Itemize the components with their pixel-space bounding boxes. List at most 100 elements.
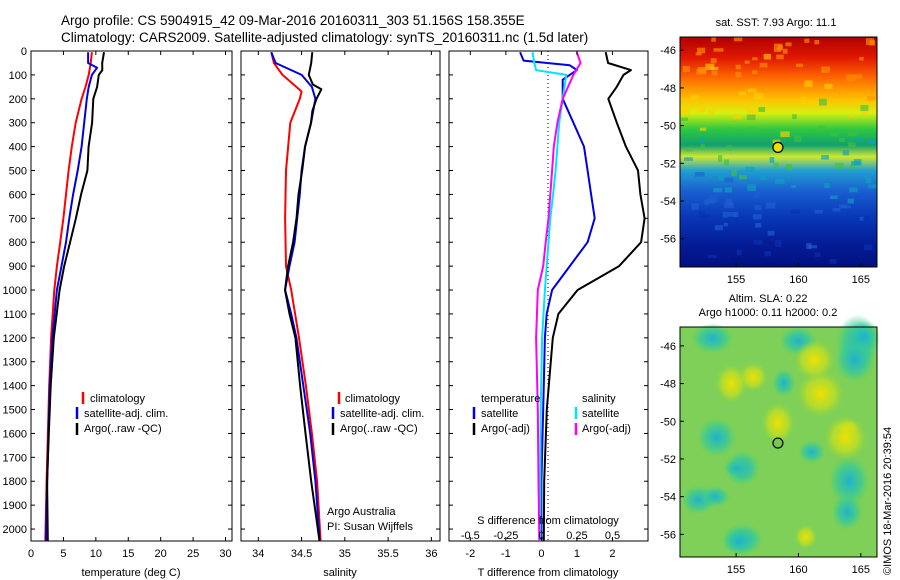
series-line-argo-adj-: [535, 51, 582, 542]
sst-pixel: [747, 127, 757, 132]
figure-subtitle: Climatology: CARS2009. Satellite-adjuste…: [61, 30, 588, 45]
sst-pixel: [710, 58, 717, 64]
sst-pixel: [754, 190, 761, 198]
lat-tick-label: -50: [660, 121, 676, 133]
sst-pixel: [724, 202, 734, 209]
sst-pixel: [808, 245, 818, 249]
depth-tick-label: 1500: [3, 405, 27, 417]
depth-tick-label: 500: [9, 166, 27, 178]
sst-pixel: [758, 107, 766, 113]
sst-pixel: [759, 62, 768, 68]
sla-anomaly: [761, 402, 795, 445]
depth-tick-label: 400: [9, 142, 27, 154]
sst-pixel: [738, 174, 747, 180]
sla-anomaly: [772, 369, 796, 398]
temperature-series: [44, 52, 105, 542]
sst-pixel: [738, 91, 747, 96]
sst-pixel: [714, 225, 724, 231]
sst-pixel: [755, 223, 762, 228]
sst-map-title: sat. SST: 7.93 Argo: 11.1: [716, 17, 837, 29]
sst-pixel: [868, 139, 876, 145]
credit-institution: Argo Australia: [327, 506, 396, 518]
sst-map-panel: sat. SST: 7.93 Argo: 11.1 155 160 165 -46 -4…: [660, 17, 878, 286]
lon-tick-label: 160: [789, 564, 807, 576]
sst-map-axes: 155 160 165 -46 -48 -50 -52 -54 -56: [660, 45, 870, 286]
sst-pixel: [723, 223, 728, 227]
sla-anomaly: [793, 339, 835, 381]
temperature-panel: 0100200300400500600700800900100011001200…: [3, 46, 233, 579]
sst-pixel: [851, 161, 860, 166]
legend-label-climatology: climatology: [345, 393, 401, 405]
sst-pixel: [848, 142, 856, 148]
sst-pixel: [804, 80, 813, 87]
sst-pixel: [860, 105, 869, 111]
sst-pixel: [699, 127, 707, 131]
sst-pixel: [854, 74, 862, 80]
imos-timestamp: ©IMOS 18-Mar-2016 20:39:54: [882, 427, 894, 575]
sst-pixel: [745, 166, 755, 173]
lon-tick-label: 165: [852, 274, 870, 286]
sst-pixel: [685, 148, 693, 152]
depth-tick-label: 0: [21, 46, 27, 58]
temperature-xlabel: temperature (deg C): [81, 567, 180, 579]
depth-tick-label: 1700: [3, 452, 27, 464]
salinity-series: [270, 51, 323, 542]
sst-pixel: [736, 249, 742, 256]
series-line-argo-raw-qc-: [46, 52, 105, 542]
depth-tick-label: 600: [9, 189, 27, 201]
sst-pixel: [839, 138, 845, 142]
sst-pixel: [705, 63, 715, 70]
sst-pixel: [696, 105, 705, 113]
depth-tick-label: 700: [9, 213, 27, 225]
depth-axis: 0 100 200 300 400 500 600 700 800 900 1000 1100 1200…: [3, 46, 232, 536]
sst-pixel: [709, 195, 718, 202]
x-tick-label: 34: [252, 548, 264, 560]
sst-pixel: [722, 211, 728, 218]
x-tick-label: 34.5: [291, 548, 312, 560]
series-line-argo-raw-qc-: [284, 52, 323, 542]
sst-pixel: [700, 144, 705, 151]
s-tick-label: -0.5: [461, 530, 480, 542]
sst-pixel: [780, 131, 790, 138]
lon-tick-label: 155: [727, 564, 745, 576]
sst-pixel: [846, 74, 856, 82]
legend-label-t-satellite: satellite: [481, 408, 518, 420]
temperature-plot-frame: [30, 50, 233, 542]
sst-pixel: [785, 42, 792, 47]
sst-pixel: [848, 130, 857, 137]
sst-pixel: [838, 204, 847, 208]
argo-position-marker: [772, 437, 784, 449]
series-line-argo-adj-: [542, 51, 646, 542]
depth-tick-label: 1200: [3, 333, 27, 345]
salinity-depth-ticks: [241, 50, 440, 530]
s-difference-label: S difference from climatology: [477, 515, 619, 527]
sst-pixel: [707, 254, 717, 259]
sst-pixel: [849, 187, 858, 193]
sst-pixel: [773, 48, 781, 52]
sst-pixel: [735, 71, 742, 78]
sla-anomaly: [691, 323, 734, 354]
sst-pixel: [855, 137, 863, 142]
sst-pixel: [707, 110, 714, 115]
sst-pixel: [691, 203, 699, 210]
s-difference-tick-labels: -0.5 -0.25 0 0.25 0.5: [461, 530, 620, 542]
sst-pixel: [794, 135, 802, 143]
sst-map-frame: [679, 36, 878, 268]
x-tick-label: 2: [609, 548, 615, 560]
lat-tick-label: -54: [660, 492, 676, 504]
sst-pixel: [829, 133, 838, 137]
sst-pixel: [713, 48, 724, 52]
sla-anomaly: [794, 524, 818, 550]
x-tick-label: 30: [219, 548, 231, 560]
sst-pixel: [807, 99, 818, 105]
sst-pixel: [724, 159, 730, 166]
sst-pixel: [814, 252, 821, 257]
salinity-plot-frame: [240, 50, 441, 542]
sst-pixel: [697, 67, 707, 74]
lat-tick-label: -46: [660, 45, 676, 57]
sst-pixel: [727, 212, 736, 217]
sst-pixel: [772, 139, 781, 144]
sst-pixel: [859, 57, 864, 61]
sst-pixel: [864, 244, 873, 251]
legend-label-satellite: satellite-adj. clim.: [84, 408, 168, 420]
